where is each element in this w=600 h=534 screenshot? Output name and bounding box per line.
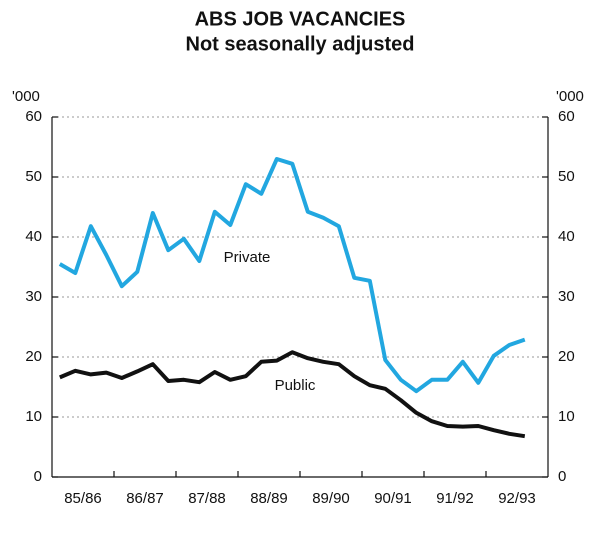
x-tick-label: 89/90 xyxy=(312,490,350,507)
series-line xyxy=(59,350,526,439)
y-tick-label: 20 xyxy=(25,348,42,365)
series-label: Public xyxy=(275,377,316,394)
y2-tick-label: 10 xyxy=(558,408,575,425)
chart-subtitle: Not seasonally adjusted xyxy=(186,33,415,55)
series-line xyxy=(58,157,526,394)
chart-title: ABS JOB VACANCIES xyxy=(195,8,406,30)
x-tick-label: 88/89 xyxy=(250,490,288,507)
x-tick-label: 91/92 xyxy=(436,490,474,507)
x-tick-label: 92/93 xyxy=(498,490,536,507)
y2-tick-label: 20 xyxy=(558,348,575,365)
y2-tick-label: 40 xyxy=(558,228,575,245)
y-tick-label: 10 xyxy=(25,408,42,425)
y-tick-label: 50 xyxy=(25,168,42,185)
y-tick-label: 30 xyxy=(25,288,42,305)
y2-tick-label: 30 xyxy=(558,288,575,305)
y2-tick-label: 50 xyxy=(558,168,575,185)
y2-tick-label: 60 xyxy=(558,108,575,125)
y-tick-label: 60 xyxy=(25,108,42,125)
y2-unit: '000 xyxy=(556,88,584,105)
y2-tick-label: 0 xyxy=(558,468,566,485)
x-tick-label: 86/87 xyxy=(126,490,164,507)
y-unit: '000 xyxy=(12,88,40,105)
series-label: Private xyxy=(224,249,271,266)
x-tick-label: 87/88 xyxy=(188,490,226,507)
x-tick-label: 90/91 xyxy=(374,490,412,507)
y-tick-label: 40 xyxy=(25,228,42,245)
y-tick-label: 0 xyxy=(34,468,42,485)
x-tick-label: 85/86 xyxy=(64,490,102,507)
